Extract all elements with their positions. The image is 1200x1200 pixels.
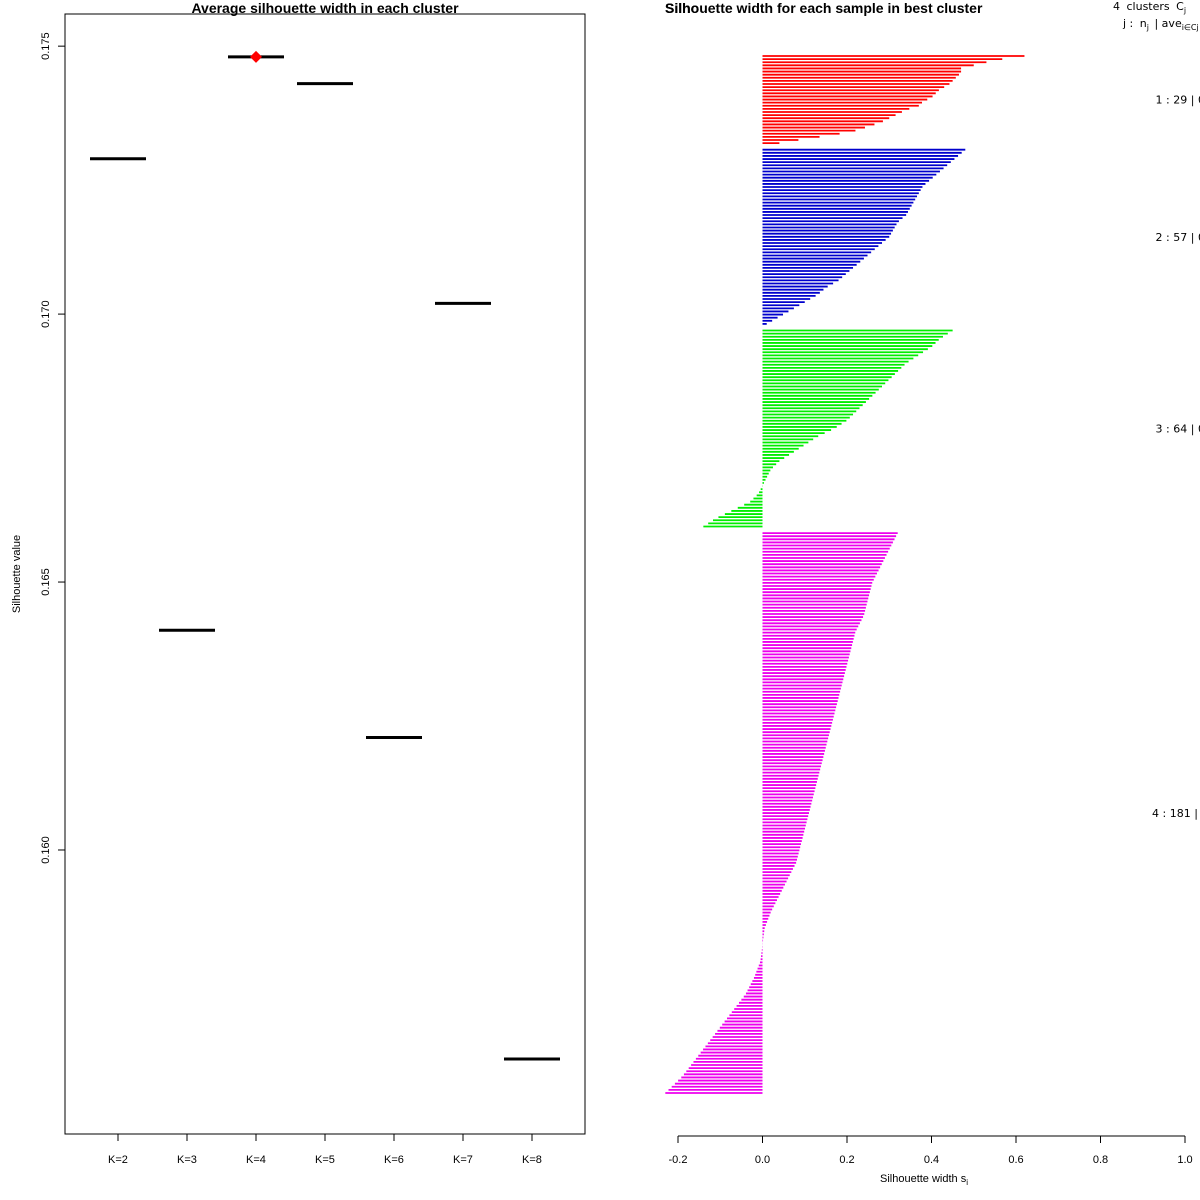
legend-n-sub: j <box>1146 23 1149 32</box>
right-chart-title-overlay: Silho <box>665 0 699 16</box>
right-x-tick-label: 0.6 <box>1008 1154 1023 1166</box>
left-chart-title: Average silhouette width in each cluster <box>191 0 459 16</box>
left-y-tick-label: 0.175 <box>40 32 52 60</box>
right-bars <box>665 55 1025 1094</box>
legend-ave: | ave <box>1154 17 1181 30</box>
legend-title: 4 clusters Cj <box>1113 0 1186 15</box>
right-chart-title: Silhouette width for each sample in best… <box>665 0 983 16</box>
left-x-tick-label: K=8 <box>522 1154 542 1166</box>
right-x-tick-label: 0.0 <box>755 1154 770 1166</box>
cluster-summary-label: 2 : 57 | 0.28 <box>1156 231 1200 244</box>
left-y-axis-label: Silhouette value <box>11 535 23 613</box>
legend-ave-sub: i∈Cj <box>1182 23 1199 32</box>
right-panel: Silhouette width for each sample in best… <box>665 0 1200 1187</box>
right-x-axis-label-main: Silhouette width s <box>880 1173 967 1185</box>
right-x-tick-label: 0.4 <box>924 1154 939 1166</box>
right-x-tick-label: 1.0 <box>1177 1154 1192 1166</box>
left-marks <box>90 50 560 1061</box>
left-axes: 0.160 0.165 0.170 0.175 K=2 K=3 K=4 K=5 K=6 K=7 K=… <box>40 32 542 1166</box>
best-k-marker <box>250 50 262 63</box>
left-y-tick-label: 0.160 <box>40 836 52 864</box>
left-panel: Average silhouette width in each cluster… <box>11 0 586 1166</box>
left-x-tick-label: K=2 <box>108 1154 128 1166</box>
legend-header: 4 clusters Cj j : nj | avei∈Cj s <box>1113 0 1200 33</box>
right-x-tick-label: 0.2 <box>839 1154 854 1166</box>
right-x-axis-label-sub: i <box>966 1178 968 1187</box>
right-x-axis-label: Silhouette width si <box>880 1173 968 1187</box>
legend-c-sub: j <box>1183 6 1186 15</box>
right-x-tick-label: 0.8 <box>1093 1154 1108 1166</box>
left-x-tick-label: K=6 <box>384 1154 404 1166</box>
cluster-summary-label: 3 : 64 | 0.19 <box>1156 422 1200 435</box>
left-x-tick-label: K=5 <box>315 1154 335 1166</box>
left-x-tick-label: K=7 <box>453 1154 473 1166</box>
legend-count: 4 <box>1113 0 1120 13</box>
left-plot-frame <box>64 13 586 1135</box>
cluster-labels: 1 : 29 | 0.38 2 : 57 | 0.28 3 : 64 | 0.19 4… <box>1152 94 1200 820</box>
cluster-summary-label: 1 : 29 | 0.38 <box>1156 94 1200 107</box>
right-axes: -0.2 0.0 0.2 0.4 0.6 0.8 1.0 <box>669 1135 1193 1166</box>
left-x-tick-label: K=4 <box>246 1154 266 1166</box>
left-x-tick-label: K=3 <box>177 1154 197 1166</box>
cluster-summary-label: 4 : 181 | 0.10 <box>1152 807 1200 820</box>
legend-clusters-word: clusters <box>1127 0 1170 13</box>
legend-subtitle: j : nj | avei∈Cj s <box>1122 17 1200 33</box>
legend-j: j : <box>1122 17 1133 30</box>
right-x-tick-label: -0.2 <box>669 1154 688 1166</box>
legend-n: n <box>1140 17 1147 30</box>
legend-c: C <box>1176 0 1184 13</box>
left-y-tick-label: 0.170 <box>40 300 52 328</box>
left-y-tick-label: 0.165 <box>40 568 52 596</box>
